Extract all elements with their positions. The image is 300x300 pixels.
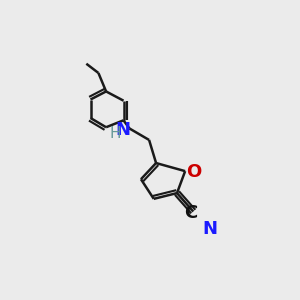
Text: C: C <box>184 204 197 222</box>
Text: N: N <box>116 121 130 139</box>
Text: O: O <box>186 163 201 181</box>
Text: H: H <box>110 126 121 141</box>
Text: N: N <box>202 220 217 238</box>
